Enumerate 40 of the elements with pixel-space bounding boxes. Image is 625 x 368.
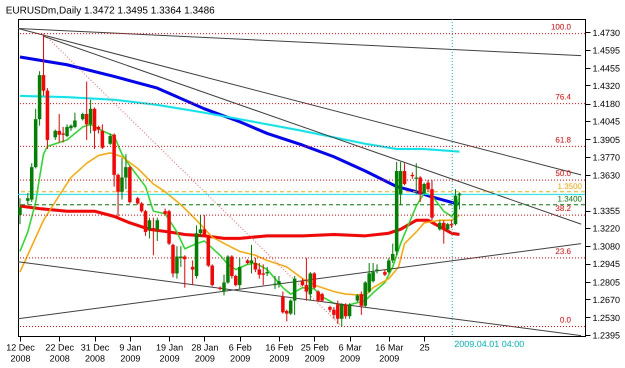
- x-tick-label: 9 Jan 2009: [119, 342, 142, 364]
- y-tick-label: 1.3770: [592, 152, 620, 162]
- y-tick-label: 1.3080: [592, 242, 620, 252]
- y-tick-label: 1.2805: [592, 277, 620, 288]
- x-tick-label: 6 Mar 2009: [338, 342, 362, 364]
- chart-title: EURUSDm,Daily 1.3472 1.3495 1.3364 1.3486: [6, 6, 216, 16]
- ref-line-label: 1.3500: [558, 182, 583, 191]
- ref-line-label: 1.3400: [558, 194, 583, 204]
- ref-line-label: 2009.04.01 04:00: [454, 339, 524, 349]
- x-tick-label: 31 Dec 2008: [80, 342, 110, 364]
- y-tick-label: 1.2945: [592, 259, 620, 270]
- annotation: 50.0: [555, 169, 572, 178]
- annotation: 61.8: [555, 135, 572, 144]
- y-tick-label: 1.3220: [592, 224, 620, 234]
- y-tick-label: 1.4045: [592, 116, 620, 127]
- x-tick-label: 25: [420, 342, 430, 352]
- x-tick-label: 19 Jan 2009: [156, 342, 184, 364]
- annotation: 0.0: [560, 316, 572, 325]
- annotation: 76.4: [555, 92, 572, 102]
- x-tick-label: 22 Dec 2008: [45, 342, 74, 364]
- annotation: 38.2: [555, 204, 572, 214]
- x-tick-label: 16 Mar 2009: [375, 342, 404, 364]
- x-tick-label: 16 Feb 2009: [265, 342, 294, 364]
- y-tick-label: 1.4730: [592, 28, 620, 38]
- x-tick-label: 12 Dec 2008: [6, 342, 36, 364]
- y-tick-label: 1.4595: [592, 45, 620, 56]
- y-tick-label: 1.4455: [592, 63, 620, 74]
- y-tick-label: 1.2395: [592, 330, 620, 340]
- x-tick-label: 28 Jan 2009: [191, 342, 218, 364]
- y-tick-label: 1.3630: [592, 170, 620, 180]
- x-tick-label: 6 Feb 2009: [228, 342, 252, 364]
- y-tick-label: 1.2530: [592, 312, 620, 323]
- y-tick-label: 1.4320: [592, 80, 620, 91]
- x-tick-label: 25 Feb 2009: [300, 342, 329, 364]
- y-tick-label: 1.3355: [592, 206, 620, 216]
- y-tick-label: 1.3905: [592, 134, 620, 145]
- y-tick-label: 1.2670: [592, 294, 620, 305]
- annotation: 100.0: [550, 22, 572, 32]
- y-tick-label: 1.4180: [592, 99, 620, 110]
- annotation: 23.6: [555, 246, 572, 256]
